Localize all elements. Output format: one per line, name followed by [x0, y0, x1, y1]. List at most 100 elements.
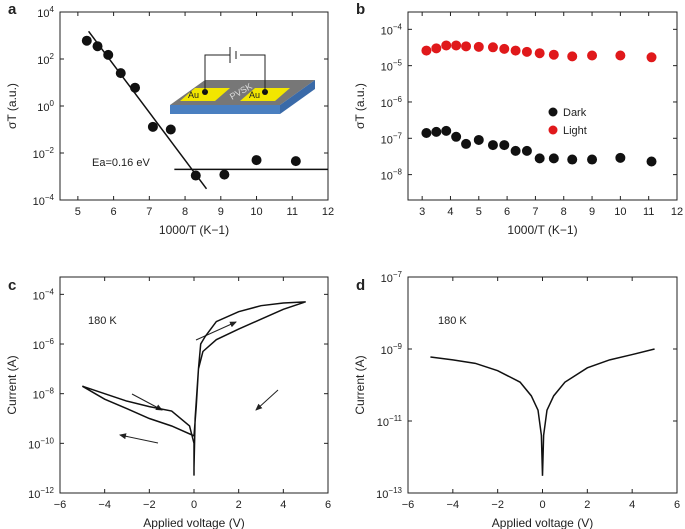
y-tick-label: 10−4 — [381, 22, 403, 37]
point — [461, 41, 472, 52]
x-axis-label: Applied voltage (V) — [492, 516, 593, 529]
x-tick-label: 0 — [191, 499, 197, 511]
x-tick-label: −4 — [98, 499, 111, 511]
point — [615, 50, 626, 61]
y-tick-label: 10−5 — [381, 59, 403, 74]
point — [473, 134, 484, 145]
y-tick-label: 10−8 — [33, 387, 55, 402]
y-tick-label: 10−7 — [381, 131, 403, 146]
x-tick-label: 10 — [250, 206, 262, 218]
y-axis-label: Current (A) — [353, 355, 367, 414]
annotation: 180 K — [88, 315, 117, 327]
y-tick-label: 10−8 — [381, 168, 403, 183]
y-tick-label: 10−11 — [377, 414, 403, 429]
x-tick-label: 11 — [643, 206, 654, 218]
y-axis-label: σT (a.u.) — [5, 83, 19, 129]
point — [147, 121, 158, 132]
x-axis-label: 1000/T (K−1) — [507, 223, 577, 237]
point — [534, 48, 545, 59]
panel-label: a — [8, 1, 17, 18]
point — [473, 41, 484, 52]
x-tick-label: −6 — [402, 499, 415, 511]
x-tick-label: 3 — [419, 206, 425, 218]
x-tick-label: −2 — [491, 499, 504, 511]
y-tick-label: 10−13 — [376, 486, 402, 501]
x-tick-label: 7 — [146, 206, 152, 218]
y-axis-label: σT (a.u.) — [353, 83, 367, 129]
point — [165, 124, 176, 135]
y-tick-label: 10−7 — [381, 270, 403, 285]
point — [510, 145, 521, 156]
x-tick-label: 7 — [532, 206, 538, 218]
point — [534, 153, 545, 164]
point — [510, 45, 521, 56]
point — [421, 127, 432, 138]
point — [130, 82, 141, 93]
x-tick-label: 6 — [325, 499, 331, 511]
point — [587, 50, 598, 61]
y-tick-label: 10−10 — [28, 436, 54, 451]
x-tick-label: 11 — [287, 206, 298, 218]
x-tick-label: 4 — [629, 499, 635, 511]
legend-marker — [548, 107, 558, 117]
x-tick-label: 10 — [614, 206, 626, 218]
sweep-arrows — [119, 321, 279, 444]
point — [646, 52, 657, 63]
panel-label: b — [356, 1, 365, 18]
point — [81, 35, 92, 46]
point — [567, 51, 578, 62]
x-tick-label: −6 — [54, 499, 67, 511]
point — [421, 45, 432, 56]
point — [521, 145, 532, 156]
x-tick-label: 5 — [75, 206, 81, 218]
point — [115, 68, 126, 79]
point — [487, 42, 498, 53]
x-tick-label: 9 — [589, 206, 595, 218]
annotation: Ea=0.16 eV — [92, 157, 150, 169]
x-axis-label: 1000/T (K−1) — [159, 223, 229, 237]
point — [615, 152, 626, 163]
x-tick-label: 12 — [322, 206, 334, 218]
x-tick-label: −2 — [143, 499, 156, 511]
legend-label: Dark — [563, 107, 587, 119]
x-tick-label: 4 — [447, 206, 453, 218]
point — [646, 156, 657, 167]
point — [499, 43, 510, 54]
point — [499, 140, 510, 151]
curve — [81, 301, 306, 476]
x-tick-label: 6 — [674, 499, 680, 511]
point — [431, 126, 442, 137]
legend-marker — [548, 125, 558, 135]
x-tick-label: 8 — [561, 206, 567, 218]
point — [521, 46, 532, 57]
annotation: 180 K — [438, 315, 467, 327]
device-inset: Au PVSK Au — [170, 47, 315, 114]
y-tick-label: 104 — [37, 5, 54, 20]
x-tick-label: 8 — [182, 206, 188, 218]
point — [441, 40, 452, 51]
y-axis-label: Current (A) — [5, 355, 19, 414]
point — [587, 154, 598, 165]
point — [461, 138, 472, 149]
legend-label: Light — [563, 125, 587, 137]
x-axis-label: Applied voltage (V) — [143, 516, 244, 529]
point — [451, 40, 462, 51]
x-tick-label: 5 — [476, 206, 482, 218]
point — [487, 140, 498, 151]
point — [431, 43, 442, 54]
y-tick-label: 10−4 — [33, 287, 55, 302]
x-tick-label: 12 — [671, 206, 683, 218]
panel-label: d — [356, 277, 365, 294]
x-tick-label: 6 — [111, 206, 117, 218]
y-tick-label: 10−4 — [33, 193, 55, 208]
curve — [430, 348, 655, 476]
x-tick-label: 9 — [218, 206, 224, 218]
y-tick-label: 10−12 — [28, 486, 54, 501]
point — [451, 131, 462, 142]
x-tick-label: 4 — [280, 499, 286, 511]
inset-label: Au — [249, 90, 260, 100]
point — [441, 125, 452, 136]
y-tick-label: 10−9 — [381, 342, 403, 357]
point — [548, 49, 559, 60]
